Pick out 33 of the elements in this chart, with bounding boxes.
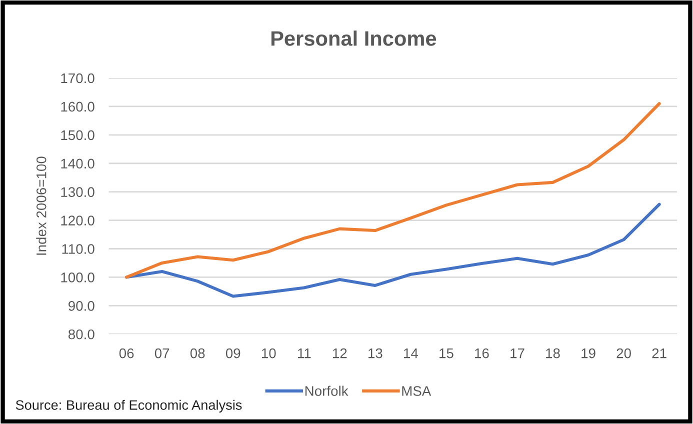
- x-tick-label: 10: [262, 348, 276, 358]
- y-axis-title: Index 2006=100: [36, 156, 46, 255]
- y-tick-label: 110.0: [62, 244, 94, 254]
- y-tick-label: 120.0: [61, 216, 94, 226]
- y-tick-label: 170.0: [61, 73, 94, 84]
- legend-label: Norfolk: [305, 386, 348, 396]
- y-tick-label: 160.0: [61, 102, 94, 112]
- x-tick-label: 06: [119, 348, 134, 358]
- x-tick-label: 20: [616, 348, 631, 358]
- x-tick-label: 21: [652, 348, 666, 358]
- y-tick-label: 140.0: [61, 158, 94, 169]
- x-tick-label: 07: [154, 348, 170, 358]
- line-series: [125, 202, 661, 298]
- x-tick-label: 11: [298, 348, 311, 358]
- x-tick-label: 14: [404, 348, 418, 358]
- source-note: Source: Bureau of Economic Analysis: [16, 400, 242, 413]
- legend-label: MSA: [402, 386, 432, 396]
- y-tick-label: 150.0: [61, 130, 94, 140]
- x-tick-label: 15: [440, 348, 454, 358]
- x-tick-label: 09: [226, 348, 240, 358]
- x-tick-label: 18: [546, 348, 560, 358]
- y-tick-label: 100.0: [61, 272, 94, 282]
- y-tick-label: 90.0: [68, 300, 94, 311]
- x-tick-label: 17: [510, 348, 524, 358]
- y-tick-label: 130.0: [61, 187, 94, 198]
- x-tick-label: 16: [475, 348, 489, 358]
- x-tick-label: 12: [332, 348, 347, 358]
- line-series: [125, 102, 661, 279]
- x-tick-label: 13: [368, 348, 382, 358]
- x-tick-label: 19: [582, 348, 596, 358]
- x-tick-label: 08: [190, 348, 205, 358]
- y-tick-label: 80.0: [68, 329, 94, 340]
- chart-title: Personal Income: [271, 30, 436, 46]
